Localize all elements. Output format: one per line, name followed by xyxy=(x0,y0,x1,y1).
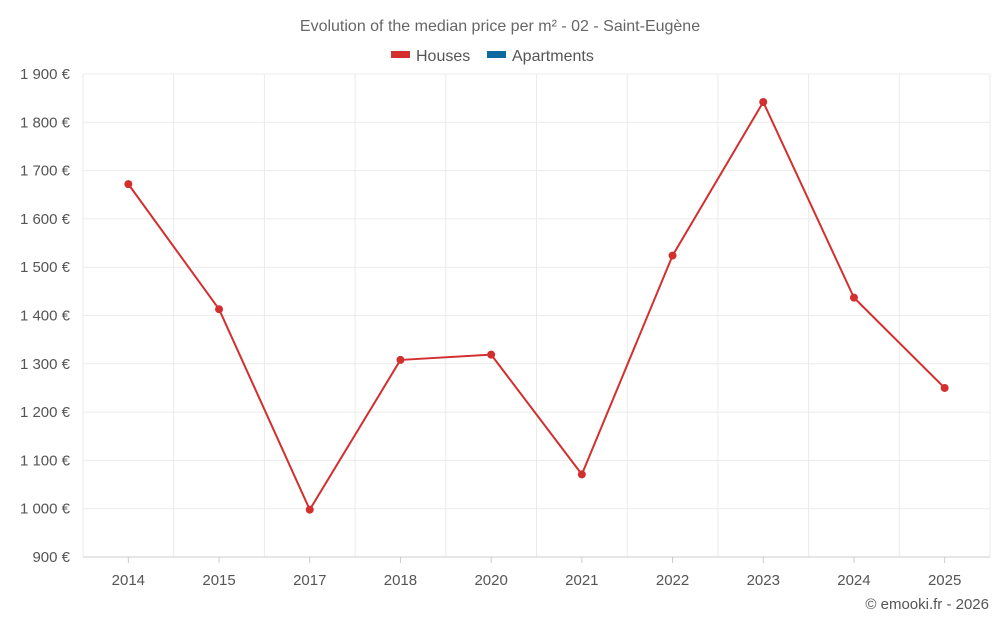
y-tick-label: 1 600 € xyxy=(20,211,71,228)
y-tick-label: 1 500 € xyxy=(20,259,71,276)
x-axis-ticks: 2014 2015 2017 2018 2020 2021 2022 2023 2024 2025 xyxy=(112,557,961,589)
x-tick-label: 2018 xyxy=(384,572,417,589)
y-tick-label: 1 300 € xyxy=(20,356,71,373)
data-point[interactable] xyxy=(577,470,586,479)
y-tick-label: 1 200 € xyxy=(20,404,71,421)
data-point[interactable] xyxy=(849,293,858,302)
data-point[interactable] xyxy=(487,350,496,359)
chart-credit: © emooki.fr - 2026 xyxy=(865,596,989,613)
legend-item-apartments[interactable]: Apartments xyxy=(487,48,594,65)
data-point[interactable] xyxy=(215,305,224,314)
x-tick-label: 2015 xyxy=(202,572,235,589)
series-line-houses xyxy=(127,101,946,511)
x-tick-label: 2022 xyxy=(656,572,689,589)
data-point[interactable] xyxy=(668,251,677,260)
x-tick-label: 2023 xyxy=(747,572,780,589)
y-axis-ticks: 900 € 1 000 € 1 100 € 1 200 € 1 300 € 1 400 €… xyxy=(20,66,71,566)
legend-swatch-apartments xyxy=(487,51,506,58)
legend-label-apartments: Apartments xyxy=(512,48,594,65)
legend-swatch-houses xyxy=(391,51,410,58)
legend-label-houses: Houses xyxy=(416,48,470,65)
series-houses xyxy=(124,98,949,514)
x-gridlines xyxy=(82,74,991,557)
y-tick-label: 1 900 € xyxy=(20,66,71,83)
legend: Houses Apartments xyxy=(391,48,594,65)
data-point[interactable] xyxy=(940,383,949,392)
data-point[interactable] xyxy=(759,98,768,107)
x-tick-label: 2021 xyxy=(565,572,598,589)
x-tick-label: 2017 xyxy=(293,572,326,589)
data-point[interactable] xyxy=(305,505,314,514)
y-tick-label: 1 100 € xyxy=(20,452,71,469)
data-point[interactable] xyxy=(124,180,133,189)
x-tick-label: 2024 xyxy=(837,572,870,589)
y-tick-label: 1 700 € xyxy=(20,163,71,180)
data-point[interactable] xyxy=(396,355,405,364)
x-tick-label: 2014 xyxy=(112,572,145,589)
legend-item-houses[interactable]: Houses xyxy=(391,48,470,65)
y-tick-label: 900 € xyxy=(32,549,70,566)
chart-title: Evolution of the median price per m² - 0… xyxy=(300,18,700,35)
x-tick-label: 2020 xyxy=(474,572,507,589)
y-tick-label: 1 800 € xyxy=(20,114,71,131)
y-tick-label: 1 000 € xyxy=(20,501,71,518)
x-tick-label: 2025 xyxy=(928,572,961,589)
y-tick-label: 1 400 € xyxy=(20,308,71,325)
